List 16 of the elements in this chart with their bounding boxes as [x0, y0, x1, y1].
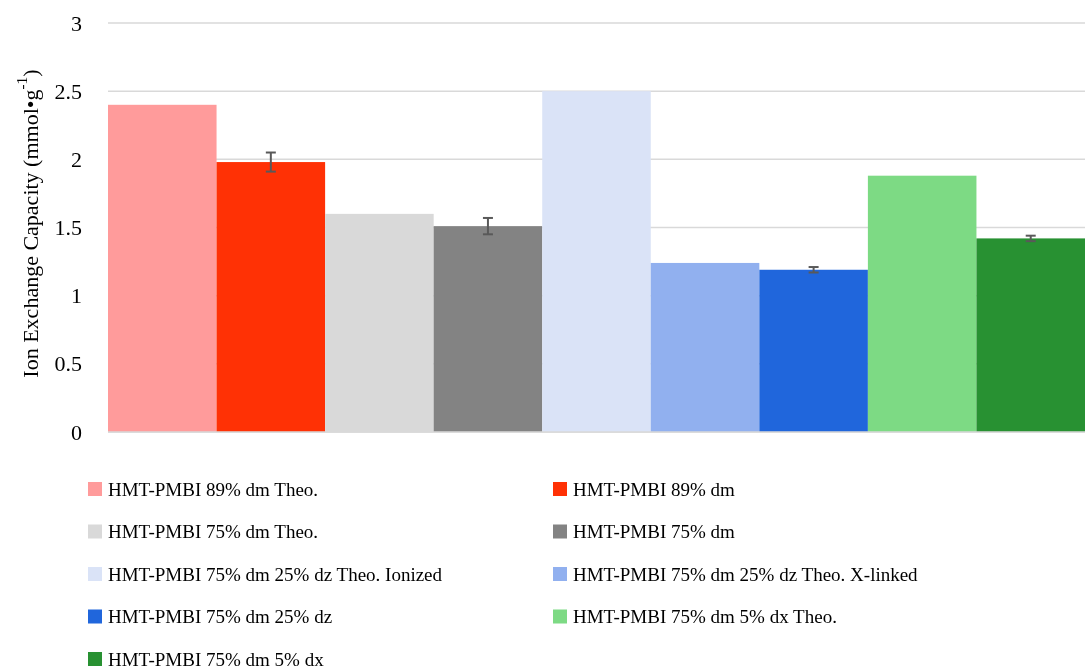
legend-label: HMT-PMBI 75% dm 5% dx: [108, 648, 325, 668]
legend-label: HMT-PMBI 75% dm 25% dz: [108, 606, 333, 627]
legend-label: HMT-PMBI 75% dm 5% dx Theo.: [573, 606, 837, 627]
legend-label: HMT-PMBI 89% dm: [573, 478, 736, 500]
y-tick-label: 2.5: [54, 78, 82, 104]
y-tick-label: 1: [71, 283, 82, 309]
legend-label: HMT-PMBI 75% dm 25% dz Theo. X-linked: [573, 563, 919, 585]
y-tick-label: 0: [71, 419, 82, 445]
y-tick-label: 0.5: [54, 351, 82, 377]
legend-label: HMT-PMBI 89% dm Theo.: [108, 478, 319, 500]
y-tick-label: 3: [71, 10, 82, 36]
legend-label: HMT-PMBI 75% dm 25% dz Theo. Ionized: [108, 563, 443, 585]
legend-label: HMT-PMBI 75% dm Theo.: [108, 521, 319, 542]
y-tick-label: 2: [71, 146, 82, 172]
y-tick-label: 1.5: [54, 215, 82, 240]
legend-label: HMT-PMBI 75% dm: [573, 521, 736, 542]
